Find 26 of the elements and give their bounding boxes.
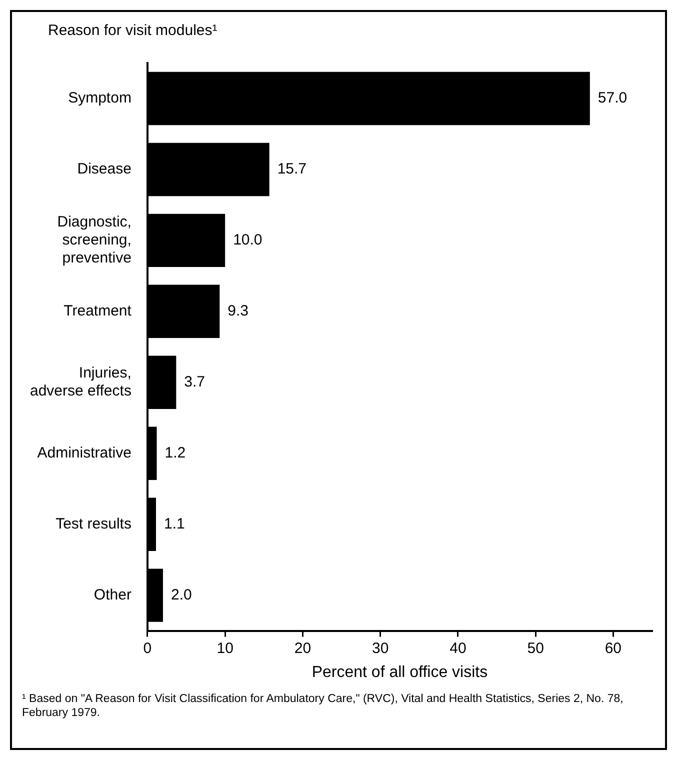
x-tick-label: 10 <box>216 640 234 657</box>
y-tick-label: Diagnostic, screening, preventive <box>57 214 132 267</box>
x-tick-label: 40 <box>450 640 466 657</box>
y-tick-label: Treatment <box>64 302 132 320</box>
x-tick-label: 60 <box>604 640 622 657</box>
y-tick-label: Other <box>94 586 132 604</box>
y-axis-title: Reason for visit modules¹ <box>48 22 218 39</box>
x-axis-title: Percent of all office visits <box>312 664 488 681</box>
data-label: 9.3 <box>228 302 248 320</box>
y-tick-label: Disease <box>77 160 132 178</box>
y-tick-label: Test results <box>56 515 132 532</box>
data-label: 1.2 <box>164 444 186 462</box>
y-tick-label: Administrative <box>37 444 132 462</box>
y-tick-label: Injuries, adverse effects <box>30 364 132 400</box>
x-tick-label: 20 <box>294 640 312 657</box>
x-tick-label: 0 <box>143 640 152 657</box>
data-label: 15.7 <box>277 160 307 178</box>
data-label: 2.0 <box>170 586 192 604</box>
y-tick-label: Symptom <box>68 90 132 107</box>
x-tick-label: 30 <box>372 640 389 657</box>
data-label: 10.0 <box>233 232 262 249</box>
data-label: 57.0 <box>598 90 628 107</box>
data-label: 1.1 <box>164 515 185 532</box>
x-tick-label: 50 <box>527 640 544 657</box>
data-label: 3.7 <box>184 374 206 391</box>
text: ¹ Based on "A Reason for Visit Classification for Ambulatory Care," (RVC), Vital and Health Statistics, Series 2, No. 78, February 1979. <box>22 692 624 720</box>
